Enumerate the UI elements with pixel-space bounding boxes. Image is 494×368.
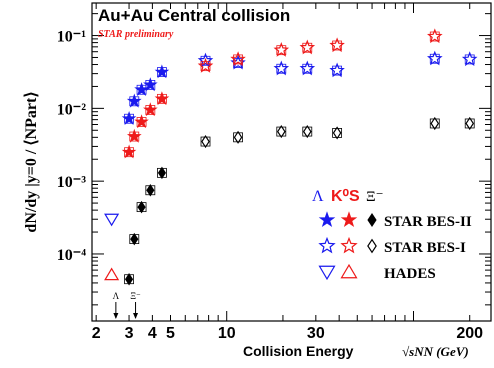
x-axis-title: Collision Energy bbox=[243, 343, 354, 359]
x-tick-label: 3 bbox=[125, 325, 134, 342]
y-tick-label: 10⁻¹ bbox=[57, 29, 86, 46]
data-point bbox=[146, 184, 155, 197]
x-tick-label: 30 bbox=[307, 325, 325, 342]
data-point bbox=[276, 124, 286, 139]
legend-species-lambda: Λ bbox=[312, 188, 324, 205]
y-tick-label: 10⁻² bbox=[57, 101, 86, 118]
legend-marker bbox=[367, 212, 377, 228]
legend-markers bbox=[318, 211, 377, 281]
data-point bbox=[273, 42, 290, 57]
data-point bbox=[427, 50, 443, 66]
legend-marker bbox=[340, 263, 358, 279]
x-tick-label: 4 bbox=[148, 325, 157, 342]
data-point bbox=[273, 60, 290, 76]
data-point bbox=[126, 128, 142, 143]
threshold-label: Λ bbox=[113, 291, 120, 301]
threshold-annotations: Λ Ξ⁻ bbox=[113, 291, 141, 319]
threshold-arrowhead bbox=[113, 313, 119, 319]
legend-marker bbox=[318, 211, 336, 227]
legend-marker bbox=[318, 265, 336, 281]
y-tick-label: 10⁻³ bbox=[57, 174, 86, 191]
data-point bbox=[230, 51, 246, 67]
legend-marker bbox=[340, 211, 358, 227]
y-tick-label: 10⁻⁴ bbox=[57, 247, 86, 264]
data-point bbox=[104, 213, 120, 227]
data-point bbox=[427, 28, 443, 44]
x-axis-unit: √sNN (GeV) bbox=[402, 344, 469, 359]
data-point bbox=[197, 57, 214, 73]
legend-row-bes2: STAR BES-II bbox=[384, 214, 472, 230]
chart-subtitle: STAR preliminary bbox=[98, 29, 174, 40]
data-point bbox=[461, 51, 478, 67]
data-point bbox=[302, 124, 312, 139]
data-point bbox=[143, 77, 158, 92]
y-axis-title-text: dN/dy |y=0 / ⟨NPart⟩ bbox=[23, 91, 40, 232]
data-point bbox=[104, 267, 120, 281]
plot-frame bbox=[91, 2, 492, 322]
x-tick-labels: 2 3 4 5 10 30 200 bbox=[92, 325, 483, 342]
legend-species-k0s: K⁰S bbox=[331, 188, 360, 205]
data-point bbox=[154, 91, 170, 106]
data-point bbox=[299, 39, 316, 55]
data-point bbox=[329, 37, 345, 53]
x-tick-label: 10 bbox=[218, 325, 236, 342]
legend-row-bes1: STAR BES-I bbox=[384, 240, 466, 256]
data-point bbox=[137, 200, 146, 214]
data-point bbox=[233, 130, 243, 144]
axis-ticks bbox=[92, 3, 491, 321]
legend-row-hades: HADES bbox=[384, 266, 436, 282]
legend-marker bbox=[340, 236, 358, 254]
data-point bbox=[134, 114, 149, 129]
x-tick-label: 200 bbox=[456, 325, 483, 342]
data-point bbox=[121, 144, 137, 159]
legend-marker bbox=[367, 238, 377, 254]
data-point bbox=[126, 93, 142, 108]
data-point bbox=[143, 102, 158, 117]
chart-title: Au+Au Central collision bbox=[98, 6, 290, 25]
data-point bbox=[299, 60, 316, 76]
data-point bbox=[124, 272, 134, 286]
legend: Λ K⁰S Ξ⁻ STAR BES-II STAR BES-I HADES bbox=[312, 188, 472, 282]
x-tick-label: 5 bbox=[166, 325, 175, 342]
data-point bbox=[154, 64, 170, 79]
data-point bbox=[329, 62, 345, 78]
y-tick-labels: 10⁻⁴ 10⁻³ 10⁻² 10⁻¹ bbox=[57, 29, 86, 264]
data-point bbox=[332, 126, 342, 140]
x-tick-label: 2 bbox=[92, 325, 101, 342]
data-point bbox=[197, 52, 214, 68]
data-point bbox=[121, 110, 137, 126]
legend-species-xi: Ξ⁻ bbox=[366, 189, 384, 205]
y-axis-title: dN/dy |y=0 / ⟨NPart⟩ bbox=[23, 91, 40, 232]
data-point bbox=[130, 232, 139, 246]
data-points bbox=[104, 28, 478, 286]
threshold-arrowhead bbox=[133, 313, 139, 319]
legend-marker bbox=[318, 236, 336, 254]
threshold-label: Ξ⁻ bbox=[130, 291, 141, 301]
data-point bbox=[157, 166, 167, 180]
data-point bbox=[430, 116, 440, 131]
data-point bbox=[201, 134, 210, 149]
svg-text:dN/dy |y=0 / ⟨NPart⟩: dN/dy |y=0 / ⟨NPart⟩ bbox=[23, 91, 40, 232]
data-point bbox=[465, 116, 475, 131]
